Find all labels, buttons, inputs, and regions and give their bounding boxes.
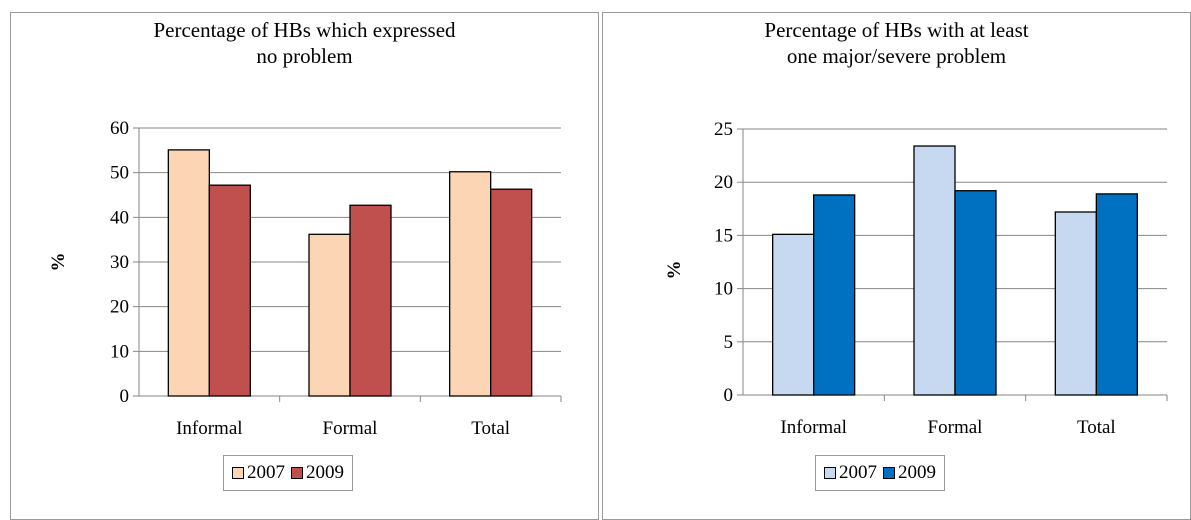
bar-formal-2007	[308, 233, 351, 397]
bar-informal-2009	[813, 194, 856, 396]
y-tick-label-15: 15	[714, 225, 733, 246]
legend-item-2007: 2007	[232, 462, 285, 484]
legend-item-2007: 2007	[824, 462, 877, 484]
bar-formal-2009	[349, 204, 392, 397]
legend-swatch-2007	[824, 467, 836, 479]
chart-title: Percentage of HBs with at least one majo…	[603, 17, 1190, 69]
legend-swatch-2009	[291, 467, 303, 479]
chart-legend: 2007 2009	[815, 455, 945, 491]
x-tick-label-informal: Informal	[176, 418, 242, 439]
legend-item-2009: 2009	[883, 462, 936, 484]
y-tick-label-0: 0	[120, 386, 130, 407]
y-tick-label-25: 25	[714, 119, 733, 140]
y-tick-label-40: 40	[110, 207, 129, 228]
bar-formal-2007	[913, 145, 956, 396]
legend-item-2009: 2009	[291, 462, 344, 484]
legend-swatch-2007	[232, 467, 244, 479]
legend-label-2009: 2009	[306, 462, 344, 483]
legend-label-2009: 2009	[898, 462, 936, 483]
y-tick-label-10: 10	[110, 341, 129, 362]
bar-total-2009	[490, 188, 533, 397]
bar-formal-2009	[954, 190, 997, 396]
x-tick-label-total: Total	[471, 418, 510, 439]
y-tick-label-20: 20	[714, 172, 733, 193]
x-tick-label-formal: Formal	[323, 418, 378, 439]
bar-informal-2007	[167, 149, 210, 397]
x-tick-label-informal: Informal	[780, 417, 846, 438]
chart-title: Percentage of HBs which expressed no pro…	[11, 17, 598, 69]
y-tick-label-0: 0	[724, 385, 734, 406]
bar-total-2007	[449, 171, 492, 397]
chart-panel-no-problem: Percentage of HBs which expressed no pro…	[10, 12, 599, 520]
y-tick-label-50: 50	[110, 163, 129, 184]
chart-title-line-1: Percentage of HBs which expressed	[153, 18, 456, 42]
y-tick-label-10: 10	[714, 279, 733, 300]
chart-title-line-1: Percentage of HBs with at least	[764, 18, 1029, 42]
bar-chart-plot: 0 10 20 30 40 50 60 Informal Formal Total	[110, 118, 562, 439]
bar-chart-plot: 0 5 10 15 20 25 Informal Formal Total	[714, 119, 1168, 438]
bar-informal-2009	[208, 184, 251, 397]
y-tick-label-5: 5	[724, 332, 734, 353]
legend-swatch-2009	[883, 467, 895, 479]
bar-informal-2007	[772, 233, 815, 396]
legend-label-2007: 2007	[247, 462, 285, 483]
y-tick-label-60: 60	[110, 118, 129, 139]
chart-title-line-2: one major/severe problem	[786, 44, 1007, 68]
chart-legend: 2007 2009	[223, 455, 353, 491]
y-tick-label-20: 20	[110, 297, 129, 318]
x-tick-label-total: Total	[1077, 417, 1116, 438]
bar-total-2009	[1095, 193, 1138, 396]
bar-total-2007	[1054, 211, 1097, 396]
legend-label-2007: 2007	[839, 462, 877, 483]
chart-panel-major-problem: Percentage of HBs with at least one majo…	[602, 12, 1191, 520]
chart-title-line-2: no problem	[256, 44, 353, 68]
x-tick-label-formal: Formal	[928, 417, 983, 438]
y-tick-label-30: 30	[110, 252, 129, 273]
